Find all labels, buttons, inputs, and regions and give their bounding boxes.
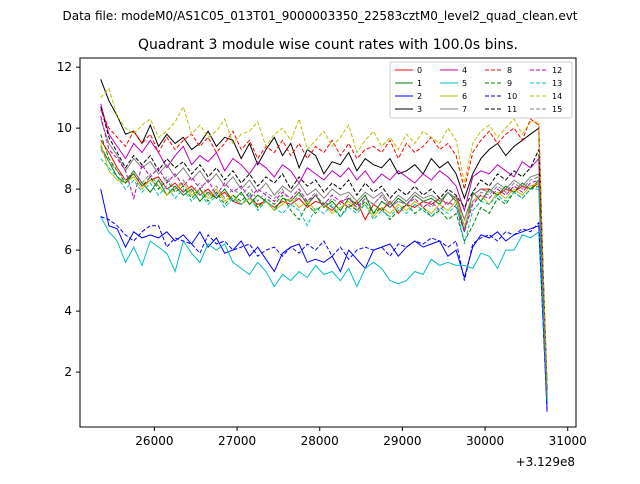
x-tick-label: 27000	[218, 434, 256, 448]
legend-label-10: 10	[507, 92, 517, 101]
chart-title: Quadrant 3 module wise count rates with …	[138, 37, 518, 53]
axes-frame	[79, 57, 577, 428]
series-line-9	[100, 134, 548, 400]
series-line-2	[100, 188, 548, 412]
y-tick-label: 4	[64, 304, 72, 318]
series-line-13	[100, 158, 548, 400]
legend-label-5: 5	[462, 79, 467, 88]
x-tick-label: 28000	[301, 434, 339, 448]
legend-label-4: 4	[462, 66, 467, 75]
x-axis-offset-label: +3.129e8	[516, 455, 575, 469]
legend-label-2: 2	[417, 92, 422, 101]
legend-label-0: 0	[417, 66, 422, 75]
y-tick-label: 8	[64, 182, 72, 196]
y-tick-label: 6	[64, 243, 72, 257]
series-line-4	[100, 103, 548, 391]
legend-label-8: 8	[507, 66, 512, 75]
x-tick-label: 30000	[466, 434, 504, 448]
y-tick-label: 12	[57, 60, 72, 74]
series-line-14	[100, 87, 548, 385]
legend-label-1: 1	[417, 79, 422, 88]
legend-label-7: 7	[462, 105, 467, 114]
chart-suptitle: Data file: modeM0/AS1C05_013T01_90000033…	[62, 9, 577, 23]
series-line-3	[100, 79, 548, 388]
series-line-0	[100, 140, 548, 397]
legend-label-11: 11	[507, 105, 517, 114]
legend-box	[389, 61, 573, 119]
series-line-12	[100, 115, 548, 397]
legend-label-12: 12	[552, 66, 562, 75]
legend-label-15: 15	[552, 105, 562, 114]
plot-area	[100, 79, 548, 412]
legend-label-3: 3	[417, 105, 422, 114]
series-line-10	[100, 216, 548, 409]
x-tick-label: 26000	[135, 434, 173, 448]
x-tick-label: 31000	[549, 434, 587, 448]
legend-label-13: 13	[552, 79, 562, 88]
series-line-11	[100, 106, 548, 391]
legend-label-14: 14	[552, 92, 562, 101]
legend-label-6: 6	[462, 92, 467, 101]
series-line-15	[100, 149, 548, 397]
series-line-5	[100, 216, 548, 403]
series-line-1	[100, 146, 548, 400]
legend-label-9: 9	[507, 79, 512, 88]
y-tick-label: 10	[57, 121, 72, 135]
series-line-8	[100, 109, 548, 388]
x-tick-label: 29000	[383, 434, 421, 448]
y-tick-label: 2	[64, 365, 72, 379]
